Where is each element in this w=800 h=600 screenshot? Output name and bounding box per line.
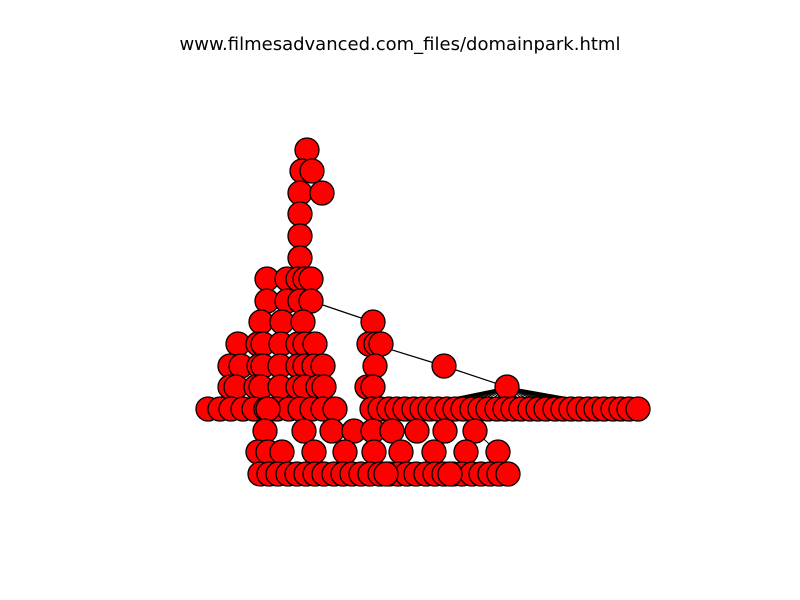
graph-node [291, 418, 317, 444]
node-layer [195, 137, 651, 487]
graph-node [379, 418, 405, 444]
graph-node [299, 158, 325, 184]
figure-title: www.filmesadvanced.com_files/domainpark.… [179, 34, 621, 55]
graph-node [255, 396, 281, 422]
graph-node [361, 439, 387, 465]
graph-node [301, 439, 327, 465]
graph-node [287, 245, 313, 271]
graph-node [373, 461, 399, 487]
graph-node [332, 439, 358, 465]
graph-node [287, 201, 313, 227]
graph-node [360, 374, 386, 400]
graph-node [294, 137, 320, 163]
graph-node [302, 331, 328, 357]
graph-node [495, 461, 521, 487]
graph-node [287, 223, 313, 249]
graph-node [290, 309, 316, 335]
graph-node [311, 374, 337, 400]
graph-node [453, 439, 479, 465]
graph-node [432, 418, 458, 444]
graph-node [437, 461, 463, 487]
graph-node [309, 180, 335, 206]
graph-node [462, 418, 488, 444]
graph-node [298, 266, 324, 292]
graph-node [404, 418, 430, 444]
graph-node [360, 309, 386, 335]
graph-node [388, 439, 414, 465]
graph-node [322, 396, 348, 422]
graph-node [485, 439, 511, 465]
graph-node [269, 439, 295, 465]
graph-node [319, 418, 345, 444]
graph-node [252, 418, 278, 444]
graph-node [368, 331, 394, 357]
graph-node [625, 396, 651, 422]
graph-node [421, 439, 447, 465]
graph-node [494, 374, 520, 400]
graph-node [431, 353, 457, 379]
